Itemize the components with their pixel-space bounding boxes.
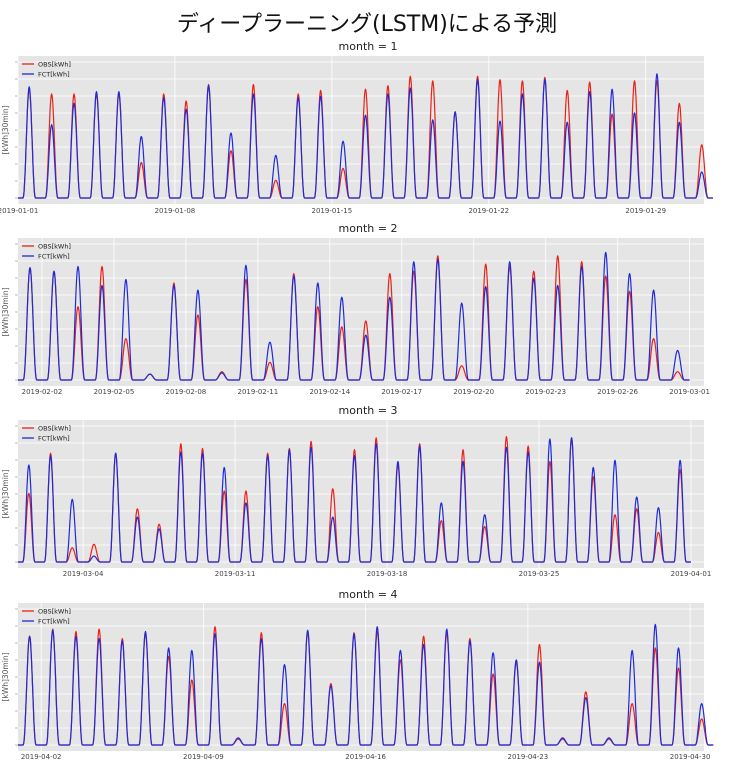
- series-line-fct: [17, 251, 690, 381]
- x-tick-label: 2019-01-22: [468, 207, 509, 215]
- legend-label: FCT[kWh]: [38, 252, 70, 260]
- legend-label: OBS[kWh]: [38, 607, 71, 615]
- chart-panel-2: 2019-02-02 2019-02-05 2019-02-08 2019-02-11…: [1, 222, 710, 396]
- x-tick-label: 2019-02-11: [238, 388, 279, 396]
- x-tick-label: 2019-03-18: [367, 570, 408, 578]
- x-tick-label: 2019-04-01: [671, 570, 712, 578]
- x-tick-label: 2019-02-17: [381, 388, 422, 396]
- x-tick-label: 2019-02-20: [453, 388, 494, 396]
- x-tick-label: 2019-04-30: [670, 753, 711, 761]
- series-line-fct: [17, 623, 714, 746]
- series-line-fct: [17, 437, 692, 563]
- x-tick-label: 2019-01-15: [312, 207, 353, 215]
- legend: OBS[kWh] FCT[kWh]: [22, 607, 71, 625]
- panel-title: month = 1: [339, 40, 398, 53]
- legend-label: OBS[kWh]: [38, 242, 71, 250]
- series-line-fct: [17, 73, 714, 199]
- legend: OBS[kWh] FCT[kWh]: [22, 242, 71, 260]
- x-tick-label: 2019-01-08: [155, 207, 196, 215]
- x-tick-label: 2019-04-16: [345, 753, 386, 761]
- panel-title: month = 2: [339, 222, 398, 235]
- x-tick-label: 2019-03-11: [215, 570, 256, 578]
- x-tick-label: 2019-01-01: [0, 207, 38, 215]
- x-tick-label: 2019-03-25: [519, 570, 560, 578]
- x-tick-label: 2019-04-23: [508, 753, 549, 761]
- legend-label: FCT[kWh]: [38, 70, 70, 78]
- chart-panel-1: 2019-01-01 2019-01-08 2019-01-15 2019-01-22…: [0, 40, 714, 215]
- y-axis-label: [kWh]30min]: [1, 469, 10, 518]
- legend-label: OBS[kWh]: [38, 424, 71, 432]
- y-axis-label: [kWh]30min]: [1, 652, 10, 701]
- y-axis-label: [kWh]30min]: [1, 105, 10, 154]
- legend: OBS[kWh] FCT[kWh]: [22, 60, 71, 78]
- x-tick-label: 2019-01-29: [625, 207, 666, 215]
- legend-label: OBS[kWh]: [38, 60, 71, 68]
- legend: OBS[kWh] FCT[kWh]: [22, 424, 71, 442]
- x-tick-label: 2019-02-23: [525, 388, 566, 396]
- chart-panel-4: 2019-04-02 2019-04-09 2019-04-16 2019-04-23…: [1, 588, 714, 761]
- x-tick-label: 2019-02-05: [94, 388, 135, 396]
- x-tick-label: 2019-02-26: [597, 388, 638, 396]
- x-tick-label: 2019-03-04: [63, 570, 104, 578]
- panel-title: month = 4: [339, 588, 398, 601]
- panel-title: month = 3: [339, 404, 398, 417]
- y-axis-label: [kWh]30min]: [1, 287, 10, 336]
- legend-label: FCT[kWh]: [38, 434, 70, 442]
- x-tick-label: 2019-04-09: [183, 753, 224, 761]
- x-tick-label: 2019-02-08: [166, 388, 207, 396]
- x-tick-label: 2019-04-02: [21, 753, 62, 761]
- page-title: ディープラーニング(LSTM)による予測: [176, 12, 558, 37]
- x-tick-label: 2019-02-02: [22, 388, 63, 396]
- chart-panel-3: 2019-03-04 2019-03-11 2019-03-18 2019-03-25…: [1, 404, 711, 578]
- x-tick-label: 2019-03-01: [669, 388, 710, 396]
- legend-label: FCT[kWh]: [38, 617, 70, 625]
- x-tick-label: 2019-02-14: [309, 388, 350, 396]
